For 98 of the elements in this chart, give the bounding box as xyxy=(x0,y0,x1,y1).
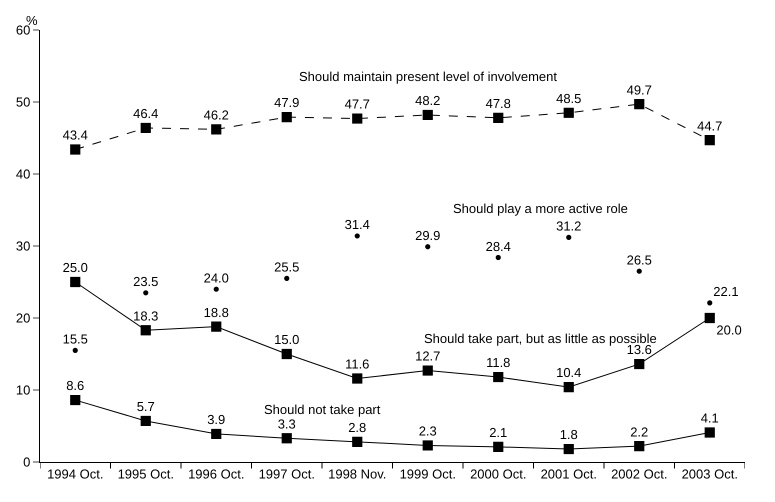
point xyxy=(282,112,292,122)
data-label: 49.7 xyxy=(626,82,652,98)
point xyxy=(211,428,222,440)
data-label: 10.4 xyxy=(556,365,582,380)
point xyxy=(211,322,222,332)
point xyxy=(352,436,362,447)
data-label: 43.4 xyxy=(62,128,88,143)
data-label: 46.4 xyxy=(133,106,158,122)
data-label: 11.8 xyxy=(486,355,510,370)
data-label: 5.7 xyxy=(136,399,155,414)
data-label: 25.5 xyxy=(274,260,300,275)
point xyxy=(425,244,430,250)
y-tick-label: 20 xyxy=(16,310,30,326)
point xyxy=(352,373,362,384)
data-label: 11.6 xyxy=(345,356,370,372)
point xyxy=(70,394,80,406)
point xyxy=(211,124,222,134)
data-label: 2.1 xyxy=(489,425,508,440)
point xyxy=(70,276,80,288)
data-label: 28.4 xyxy=(486,238,511,254)
data-label: 46.2 xyxy=(204,107,229,122)
point xyxy=(564,382,574,392)
point xyxy=(634,358,644,370)
point xyxy=(564,108,574,118)
data-label: 3.3 xyxy=(278,416,296,432)
point xyxy=(704,312,715,324)
point xyxy=(72,348,78,353)
x-tick-label: 1999 Oct. xyxy=(400,466,456,482)
data-label: 18.8 xyxy=(204,304,229,320)
data-label: 4.1 xyxy=(700,410,719,426)
point xyxy=(704,427,715,438)
point xyxy=(493,442,504,452)
point xyxy=(140,122,151,134)
point xyxy=(704,135,715,146)
data-label: 15.5 xyxy=(62,332,88,347)
point xyxy=(496,254,501,260)
data-label: 48.2 xyxy=(415,93,440,108)
point xyxy=(70,144,80,155)
data-label: 2.2 xyxy=(630,424,648,440)
x-tick-label: 1994 Oct. xyxy=(47,466,104,482)
data-label: 2.8 xyxy=(348,420,366,435)
data-label: 1.8 xyxy=(560,427,578,442)
point xyxy=(634,99,644,110)
text: Should play a more active role xyxy=(453,201,628,216)
point xyxy=(566,234,572,240)
data-label: 31.4 xyxy=(344,217,370,232)
data-label: 24.0 xyxy=(204,270,229,286)
data-label: 47.8 xyxy=(486,96,511,111)
x-tick-label: 1998 Nov. xyxy=(328,466,386,482)
data-label: 29.9 xyxy=(415,228,440,243)
x-tick-label: 1997 Oct. xyxy=(258,466,315,482)
data-label: 26.5 xyxy=(626,252,652,268)
point xyxy=(354,233,360,239)
data-label: 15.0 xyxy=(274,332,300,348)
x-tick-label: 2001 Oct. xyxy=(540,466,597,482)
point xyxy=(352,113,362,124)
data-label: 47.7 xyxy=(344,96,370,112)
point xyxy=(634,441,644,452)
series-label: Should maintain present level of involvement xyxy=(299,69,558,84)
x-tick-label: 2000 Oct. xyxy=(470,466,526,482)
series-label: Should not take part xyxy=(264,402,381,417)
y-tick-label: 10 xyxy=(16,382,30,398)
point xyxy=(422,110,433,120)
data-label: 48.5 xyxy=(556,90,582,106)
x-tick-label: 2003 Oct. xyxy=(682,466,738,482)
y-tick-label: 0 xyxy=(23,454,30,470)
point xyxy=(636,268,642,274)
point xyxy=(143,290,148,296)
point xyxy=(564,444,574,454)
point xyxy=(214,286,219,292)
data-label: 3.9 xyxy=(207,412,226,428)
data-label: 8.6 xyxy=(66,378,84,394)
x-tick-label: 2002 Oct. xyxy=(611,466,668,482)
data-label: 44.7 xyxy=(697,118,722,134)
y-tick-label: 50 xyxy=(16,94,30,110)
data-label: 12.7 xyxy=(415,348,440,364)
data-label: 22.1 xyxy=(713,284,739,300)
point xyxy=(140,325,151,336)
point xyxy=(284,276,290,281)
x-tick-label: 1996 Oct. xyxy=(188,466,244,482)
data-label: 2.3 xyxy=(418,424,437,439)
point xyxy=(707,300,712,306)
x-tick-label: 1995 Oct. xyxy=(118,466,174,482)
data-label: 23.5 xyxy=(133,274,158,290)
data-label: 47.9 xyxy=(274,95,300,110)
data-label: 18.3 xyxy=(133,308,158,324)
point xyxy=(140,416,151,426)
point xyxy=(422,440,433,451)
data-label: 20.0 xyxy=(716,322,742,338)
point xyxy=(422,365,433,376)
y-tick-label: 30 xyxy=(16,238,30,254)
y-tick-label: 40 xyxy=(16,166,30,182)
point xyxy=(282,433,292,444)
point xyxy=(282,348,292,360)
point xyxy=(493,112,504,123)
data-label: 31.2 xyxy=(556,218,582,234)
point xyxy=(493,372,504,382)
data-label: 25.0 xyxy=(62,260,88,276)
